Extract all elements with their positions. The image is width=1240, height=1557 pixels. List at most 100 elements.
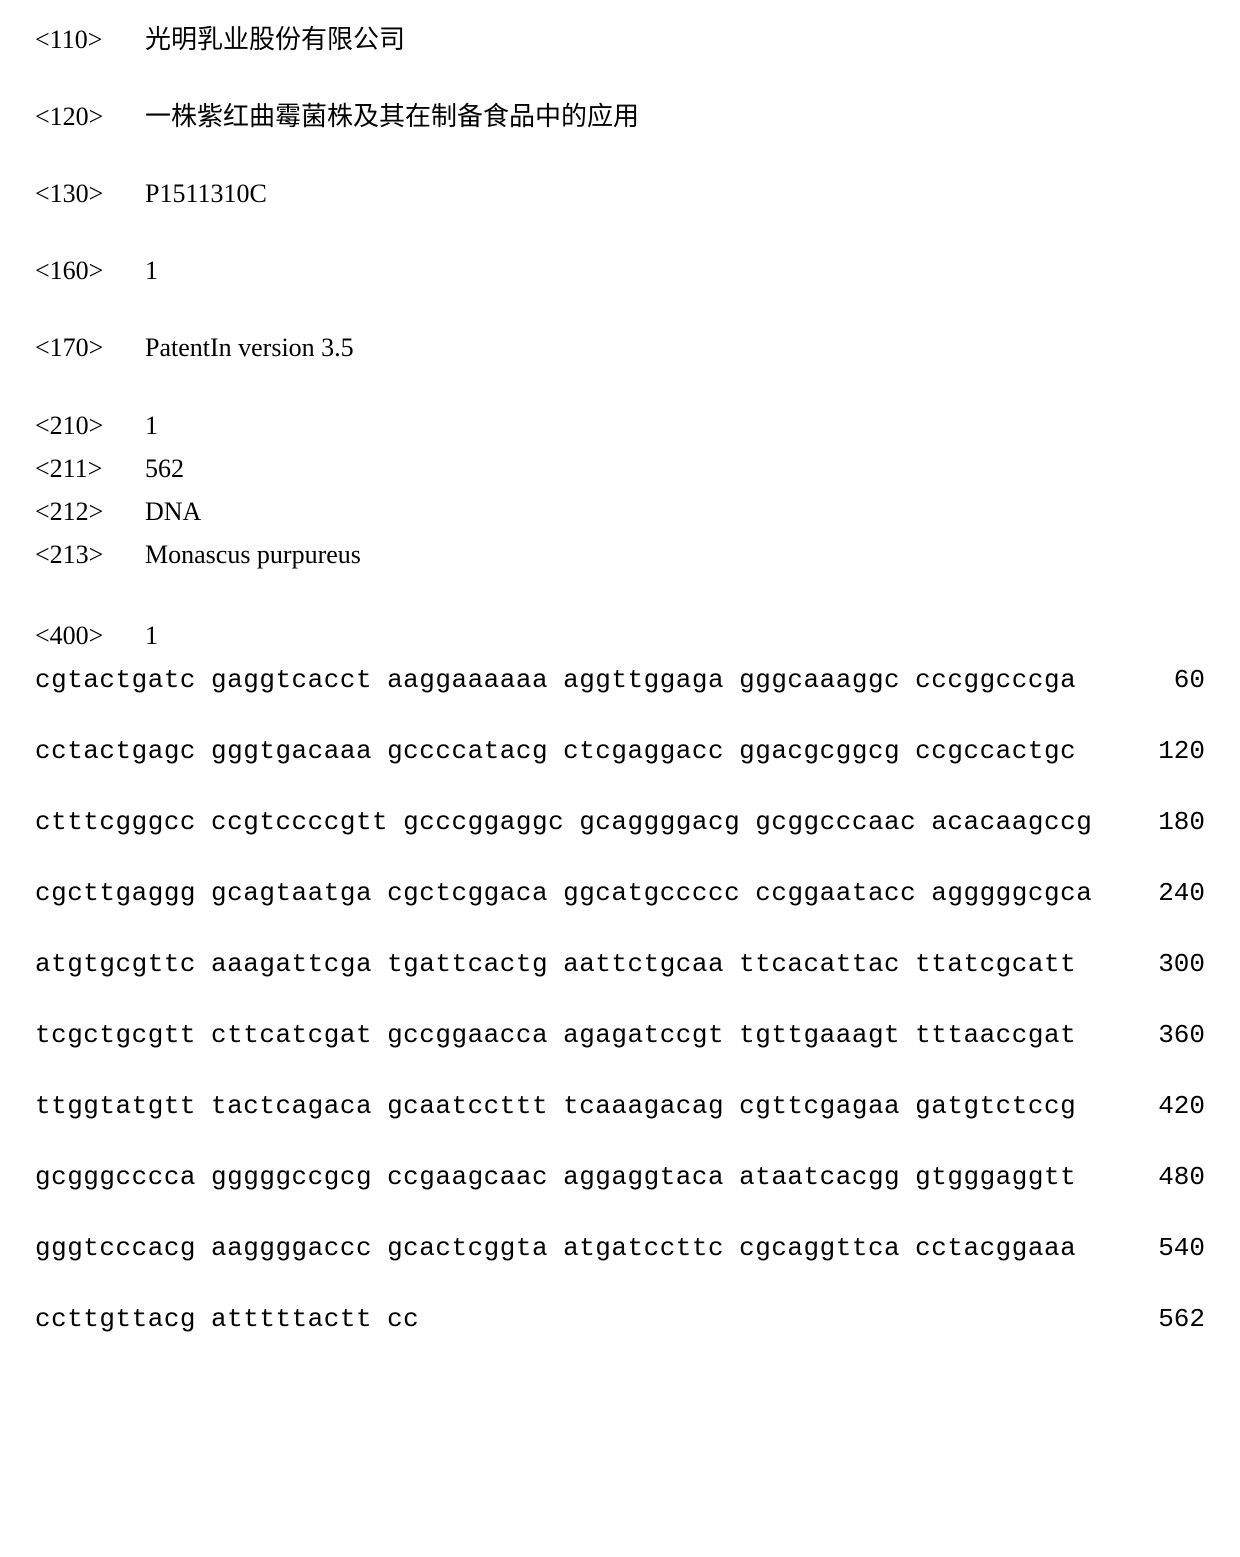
- field-120: <120> 一株紫红曲霉菌株及其在制备食品中的应用: [35, 97, 1205, 136]
- tag-213: <213>: [35, 534, 145, 577]
- sequence-group: gatgtctccg: [915, 1087, 1076, 1126]
- field-160: <160> 1: [35, 251, 1205, 290]
- field-210: <210> 1: [35, 405, 1205, 448]
- sequence-position: 180: [1145, 803, 1205, 842]
- sequence-groups: gcgggccccagggggccgcgccgaagcaacaggaggtaca…: [35, 1158, 1076, 1197]
- value-170: PatentIn version 3.5: [145, 328, 354, 367]
- sequence-group: gggcaaaggc: [739, 661, 900, 700]
- sequence-group: cctacggaaa: [915, 1229, 1076, 1268]
- sequence-groups: ctttcgggccccgtccccgttgcccggaggcgcaggggac…: [35, 803, 1092, 842]
- sequence-group: tgattcactg: [387, 945, 548, 984]
- sequence-group: gggtgacaaa: [211, 732, 372, 771]
- sequence-group: cgtactgatc: [35, 661, 196, 700]
- sequence-group: atgtgcgttc: [35, 945, 196, 984]
- sequence-group: tcgctgcgtt: [35, 1016, 196, 1055]
- field-213: <213> Monascus purpureus: [35, 534, 1205, 577]
- sequence-group: tgttgaaagt: [739, 1016, 900, 1055]
- sequence-group: ttggtatgtt: [35, 1087, 196, 1126]
- sequence-group: ccggaatacc: [755, 874, 916, 913]
- sequence-position: 540: [1145, 1229, 1205, 1268]
- sequence-group: agagatccgt: [563, 1016, 724, 1055]
- sequence-position: 360: [1145, 1016, 1205, 1055]
- sequence-group: gtgggaggtt: [915, 1158, 1076, 1197]
- sequence-group: ttcacattac: [739, 945, 900, 984]
- sequence-group: ccttgttacg: [35, 1300, 196, 1339]
- tag-212: <212>: [35, 491, 145, 534]
- sequence-group: acacaagccg: [931, 803, 1092, 842]
- sequence-group: gggtcccacg: [35, 1229, 196, 1268]
- sequence-group: cc: [387, 1300, 419, 1339]
- sequence-position: 300: [1145, 945, 1205, 984]
- sequence-groups: cctactgagc gggtgacaaa gccccatacg ctcgaggacc…: [35, 732, 1076, 771]
- value-212: DNA: [145, 491, 201, 534]
- tag-130: <130>: [35, 174, 145, 213]
- sequence-group: aggttggaga: [563, 661, 724, 700]
- sequence-groups: cgtactgatc gaggtcacct aaggaaaaaa aggttggaga…: [35, 661, 1076, 700]
- sequence-group: gcaggggacg: [579, 803, 740, 842]
- sequence-group: gcgggcccca: [35, 1158, 196, 1197]
- sequence-position: 562: [1145, 1300, 1205, 1339]
- sequence-row: ttggtatgtt tactcagaca gcaatccttt tcaaagacag…: [35, 1087, 1205, 1126]
- sequence-group: tcaaagacag: [563, 1087, 724, 1126]
- sequence-row: ctttcgggccccgtccccgttgcccggaggcgcaggggac…: [35, 803, 1205, 842]
- sequence-group: gcggcccaac: [755, 803, 916, 842]
- sequence-row: atgtgcgttc aaagattcga tgattcactg aattctgcaa…: [35, 945, 1205, 984]
- sequence-group: cgttcgagaa: [739, 1087, 900, 1126]
- field-170: <170> PatentIn version 3.5: [35, 328, 1205, 367]
- sequence-row: gcgggccccagggggccgcgccgaagcaacaggaggtaca…: [35, 1158, 1205, 1197]
- value-120: 一株紫红曲霉菌株及其在制备食品中的应用: [145, 97, 639, 136]
- sequence-group: aaggaaaaaa: [387, 661, 548, 700]
- sequence-row: tcgctgcgttcttcatcgatgccggaaccaagagatccgt…: [35, 1016, 1205, 1055]
- sequence-listing: cgtactgatc gaggtcacct aaggaaaaaa aggttggaga…: [35, 661, 1205, 1339]
- value-130: P1511310C: [145, 174, 267, 213]
- sequence-groups: tcgctgcgttcttcatcgatgccggaaccaagagatccgt…: [35, 1016, 1076, 1055]
- sequence-row: cctactgagc gggtgacaaa gccccatacg ctcgaggacc…: [35, 732, 1205, 771]
- field-110: <110> 光明乳业股份有限公司: [35, 20, 1205, 59]
- sequence-row: gggtcccacgaaggggacccgcactcggtaatgatccttc…: [35, 1229, 1205, 1268]
- sequence-group: gcaatccttt: [387, 1087, 548, 1126]
- sequence-groups: ccttgttacg atttttactt cc: [35, 1300, 419, 1339]
- sequence-groups: atgtgcgttc aaagattcga tgattcactg aattctgcaa…: [35, 945, 1076, 984]
- sequence-group: cctactgagc: [35, 732, 196, 771]
- sequence-group: ctttcgggcc: [35, 803, 196, 842]
- field-400: <400> 1: [35, 615, 1205, 658]
- tag-210: <210>: [35, 405, 145, 448]
- value-213: Monascus purpureus: [145, 534, 361, 577]
- sequence-row: ccttgttacg atttttactt cc 562: [35, 1300, 1205, 1339]
- sequence-group: cgcttgaggg: [35, 874, 196, 913]
- tag-120: <120>: [35, 97, 145, 136]
- sequence-groups: gggtcccacgaaggggacccgcactcggtaatgatccttc…: [35, 1229, 1076, 1268]
- field-211: <211> 562: [35, 448, 1205, 491]
- sequence-group: ctcgaggacc: [563, 732, 724, 771]
- sequence-group: aaggggaccc: [211, 1229, 372, 1268]
- sequence-group: aattctgcaa: [563, 945, 724, 984]
- sequence-groups: ttggtatgtt tactcagaca gcaatccttt tcaaagacag…: [35, 1087, 1076, 1126]
- field-212: <212> DNA: [35, 491, 1205, 534]
- sequence-group: ggacgcggcg: [739, 732, 900, 771]
- sequence-position: 60: [1145, 661, 1205, 700]
- sequence-group: tactcagaca: [211, 1087, 372, 1126]
- sequence-group: atttttactt: [211, 1300, 372, 1339]
- sequence-groups: cgcttgaggggcagtaatgacgctcggacaggcatgcccc…: [35, 874, 1092, 913]
- sequence-group: gcagtaatga: [211, 874, 372, 913]
- sequence-group: cccggcccga: [915, 661, 1076, 700]
- sequence-row: cgtactgatc gaggtcacct aaggaaaaaa aggttggaga…: [35, 661, 1205, 700]
- sequence-position: 480: [1145, 1158, 1205, 1197]
- tag-110: <110>: [35, 20, 145, 59]
- sequence-group: gggggccgcg: [211, 1158, 372, 1197]
- sequence-group: atgatccttc: [563, 1229, 724, 1268]
- value-211: 562: [145, 448, 184, 491]
- tag-170: <170>: [35, 328, 145, 367]
- value-400: 1: [145, 615, 158, 658]
- sequence-group: tttaaccgat: [915, 1016, 1076, 1055]
- sequence-group: gaggtcacct: [211, 661, 372, 700]
- value-210: 1: [145, 405, 158, 448]
- sequence-group: aaagattcga: [211, 945, 372, 984]
- sequence-position: 420: [1145, 1087, 1205, 1126]
- sequence-group: cgctcggaca: [387, 874, 548, 913]
- sequence-row: cgcttgaggggcagtaatgacgctcggacaggcatgcccc…: [35, 874, 1205, 913]
- sequence-group: ataatcacgg: [739, 1158, 900, 1197]
- field-130: <130> P1511310C: [35, 174, 1205, 213]
- sequence-group: gccccatacg: [387, 732, 548, 771]
- sequence-group: ccgccactgc: [915, 732, 1076, 771]
